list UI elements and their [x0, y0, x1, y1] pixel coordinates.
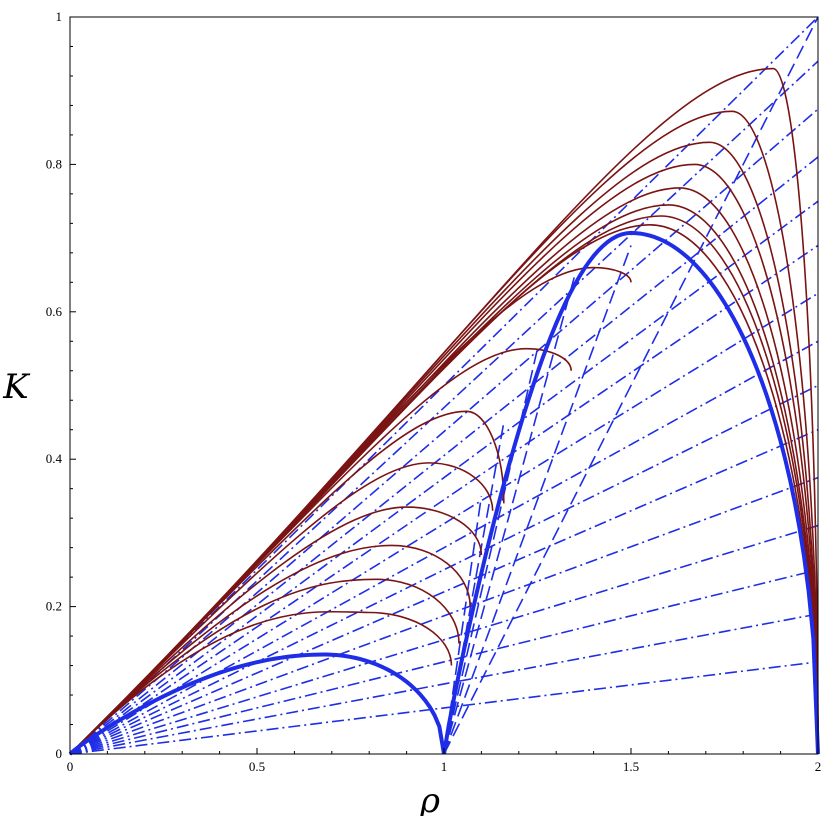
family-curve — [69, 204, 819, 755]
ray-line — [69, 156, 819, 755]
ray-line — [69, 200, 819, 755]
y-tick-label: 0.8 — [46, 156, 62, 171]
ray-line — [69, 476, 819, 755]
x-tick-label: 0.5 — [249, 759, 265, 774]
ray-line — [69, 60, 819, 755]
plot-area — [68, 16, 820, 756]
x-tick-label: 2 — [815, 759, 822, 774]
ray-line — [69, 292, 819, 755]
ray-line — [69, 108, 819, 755]
ray-line — [69, 428, 819, 755]
family-curve — [69, 163, 819, 755]
ray-line — [69, 244, 819, 755]
ray-line — [69, 661, 819, 755]
x-tick-label: 1.5 — [623, 759, 639, 774]
family-curve — [69, 578, 460, 755]
main-curve — [442, 230, 820, 755]
y-tick-label: 0.2 — [46, 599, 62, 614]
family-curve — [69, 187, 819, 755]
ticks: 0 0.5 1 1.5 2 0 0.2 0.4 0.6 0.8 1 — [46, 9, 822, 774]
family-curve — [69, 462, 494, 755]
ray-line — [69, 524, 819, 755]
y-tick-label: 0.6 — [46, 304, 63, 319]
ray-line — [69, 16, 819, 755]
y-axis-label: K — [2, 367, 31, 407]
family-curve — [69, 224, 819, 755]
family-curve — [69, 610, 453, 755]
family-curve — [69, 506, 483, 755]
family-curve — [69, 544, 471, 755]
family-curve — [69, 110, 819, 755]
y-tick-label: 1 — [56, 9, 63, 24]
x-axis-label: ρ — [419, 781, 440, 816]
ray-line — [443, 245, 632, 755]
main-curve — [68, 652, 446, 756]
y-tick-label: 0.4 — [46, 451, 63, 466]
y-tick-label: 0 — [56, 746, 63, 761]
ray-line — [69, 340, 819, 755]
x-tick-label: 0 — [67, 759, 74, 774]
ray-line — [443, 422, 505, 755]
ray-line — [69, 613, 819, 755]
ray-line — [69, 568, 819, 755]
ray-line — [443, 274, 576, 755]
family-curve — [69, 215, 819, 755]
ray-line — [443, 16, 819, 755]
ray-line — [69, 384, 819, 755]
x-tick-label: 1 — [441, 759, 448, 774]
family-curve — [69, 67, 819, 755]
